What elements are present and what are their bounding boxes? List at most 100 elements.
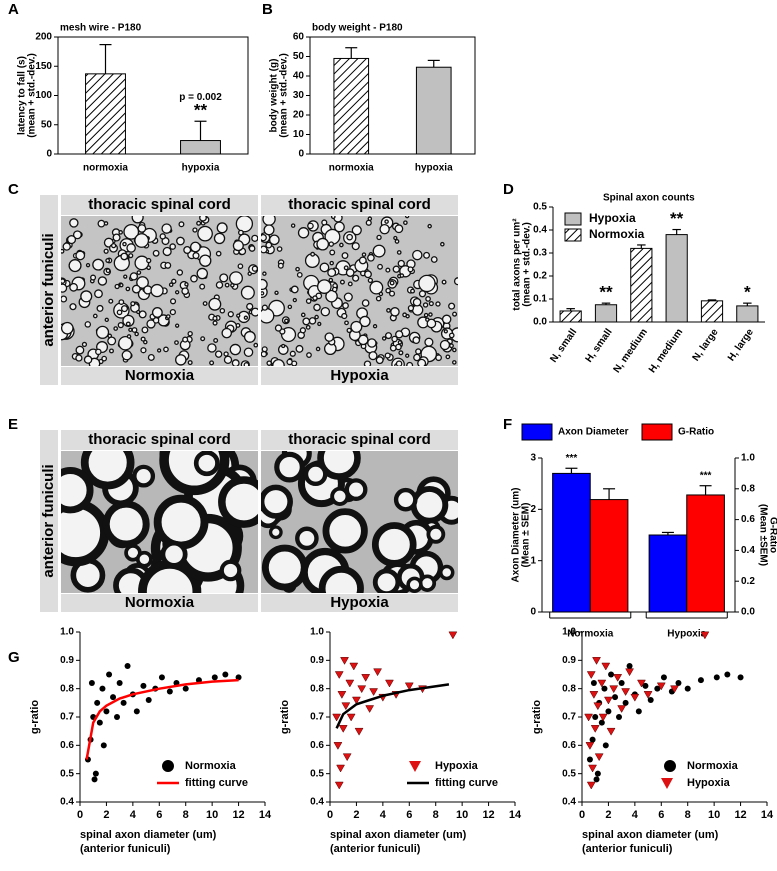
axon	[406, 361, 414, 366]
x-axis-label: (anterior funiculi)	[330, 843, 421, 855]
error-bar	[699, 485, 712, 495]
plot-frame	[309, 36, 476, 155]
axon	[365, 219, 372, 226]
point	[345, 679, 355, 688]
y-tick-label: 0.5	[562, 768, 576, 779]
point	[612, 694, 619, 701]
axon	[261, 291, 265, 296]
image-caption: Normoxia	[125, 594, 195, 611]
x-tick-label: 6	[156, 809, 162, 821]
axon	[134, 331, 139, 337]
x-tick-label: Normoxia	[567, 629, 614, 640]
bar	[630, 247, 653, 323]
axon	[61, 295, 68, 303]
axon	[183, 246, 192, 254]
axon	[69, 282, 78, 292]
legend-label: Hypoxia	[435, 760, 479, 772]
axon	[80, 451, 135, 490]
axon	[135, 550, 153, 568]
y-axis-label: body weight (g)	[269, 59, 280, 133]
axon	[230, 283, 235, 288]
panel-label: G	[8, 649, 20, 666]
point	[333, 742, 343, 750]
axon	[75, 345, 85, 355]
point	[88, 680, 95, 686]
axon	[156, 348, 162, 353]
error-bar	[603, 488, 616, 500]
title-band	[61, 195, 258, 215]
axon	[120, 305, 129, 313]
axon	[333, 221, 345, 233]
axon	[438, 564, 455, 581]
axon	[391, 335, 398, 343]
legend-swatch	[564, 212, 582, 226]
axon	[169, 243, 176, 250]
axon	[410, 288, 416, 294]
bar	[559, 310, 582, 323]
point	[584, 713, 594, 722]
y-tick-label: 0.7	[60, 712, 74, 723]
axon	[240, 285, 255, 300]
point	[373, 668, 383, 677]
point	[647, 697, 654, 703]
axon	[412, 249, 423, 261]
y-tick-label: 0.4	[60, 797, 74, 808]
y-axis-label: g-ratio	[531, 700, 543, 735]
y-axis-label: Axon Diameter (um)	[511, 487, 522, 582]
axon	[358, 256, 367, 265]
axon	[120, 252, 129, 261]
point	[99, 685, 106, 692]
error-bar	[743, 302, 752, 306]
axon	[108, 298, 114, 304]
axon	[92, 313, 98, 319]
axon	[223, 355, 233, 365]
axon	[163, 346, 169, 353]
x-tick-label: hypoxia	[182, 163, 220, 174]
point	[637, 679, 646, 688]
y-tick-label: 0.9	[562, 655, 576, 666]
axon	[247, 271, 252, 276]
axon	[435, 301, 441, 307]
axon	[313, 303, 321, 312]
panel-label: A	[8, 1, 19, 18]
axon	[197, 225, 213, 242]
axon	[310, 251, 316, 257]
axon	[83, 355, 93, 364]
axon	[175, 354, 187, 366]
y-tick-label: 0.5	[533, 202, 547, 213]
axon	[212, 315, 218, 321]
annotation: **	[670, 209, 684, 228]
micrograph	[61, 451, 258, 593]
axon	[295, 266, 300, 272]
axon	[453, 277, 458, 286]
axon	[325, 289, 338, 303]
side-label: anterior funiculi	[40, 464, 57, 577]
axon	[146, 257, 152, 264]
y-tick-label: 0.8	[60, 683, 74, 694]
x-axis-label: (anterior funiculi)	[80, 843, 171, 855]
axon	[227, 311, 234, 318]
caption-band	[61, 367, 258, 385]
axon	[307, 222, 314, 230]
axon	[128, 253, 134, 259]
point	[592, 714, 599, 720]
x-tick-label: 10	[206, 809, 218, 821]
axon	[276, 246, 283, 252]
axon	[136, 270, 142, 276]
axon	[265, 241, 273, 249]
axon	[174, 323, 180, 328]
axon	[345, 268, 355, 278]
axon	[164, 262, 172, 269]
axon	[319, 262, 330, 273]
legend-label: Normoxia	[589, 227, 645, 241]
x-tick-label: 14	[509, 809, 522, 821]
point	[643, 691, 653, 699]
point	[103, 708, 110, 715]
legend-label: Normoxia	[185, 760, 237, 772]
legend-label: fitting curve	[435, 777, 498, 789]
x-tick-label: 8	[433, 809, 439, 821]
axon	[112, 233, 121, 242]
axon	[104, 317, 109, 323]
point	[332, 713, 342, 722]
axon	[393, 487, 418, 512]
